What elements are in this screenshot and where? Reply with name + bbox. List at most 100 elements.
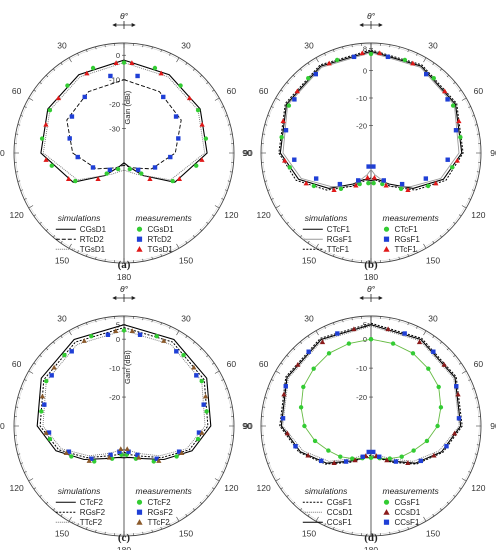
angle-label: 60	[12, 359, 22, 369]
marker-square	[135, 73, 140, 79]
legend-measurements-title: measurements	[136, 213, 193, 223]
panel-label: (c)	[118, 532, 131, 544]
radial-tick-label: -10	[109, 364, 120, 373]
legend-measurements-title: measurements	[383, 213, 440, 223]
marker-circle	[181, 352, 186, 358]
marker-triangle	[416, 339, 423, 345]
angle-tick	[333, 253, 335, 257]
angle-tick	[169, 523, 171, 526]
angle-tick	[300, 235, 303, 238]
marker-square	[105, 332, 111, 337]
polar-chart-a: 30 30 60 60 90 90 120 120 150 150 180 θ° 0 -10 -20 -30G…	[0, 11, 253, 282]
angle-tick	[423, 243, 427, 249]
radial-tick-label: 5	[116, 321, 120, 330]
angle-label: 120	[224, 210, 238, 220]
marker-circle	[425, 183, 431, 189]
marker-square	[366, 164, 371, 169]
marker-square	[444, 444, 449, 449]
angle-tick	[398, 256, 400, 260]
angle-tick	[453, 494, 456, 497]
marker-square	[366, 449, 371, 455]
marker-square	[117, 449, 122, 454]
legend-simulations-title: simulations	[305, 213, 348, 223]
angle-tick	[39, 494, 42, 497]
marker-square	[69, 114, 75, 119]
angle-tick	[286, 221, 289, 224]
marker-circle	[203, 136, 209, 141]
marker-circle	[334, 57, 340, 63]
angle-tick	[293, 228, 296, 231]
radial-tick-label: -20	[356, 393, 367, 402]
angle-tick	[474, 124, 478, 126]
marker-circle	[195, 436, 201, 442]
polar-chart-d: 303060609090120120150150180θ°50-10-20sim…	[242, 284, 496, 550]
marker-triangle	[303, 180, 309, 186]
angle-label: 150	[179, 255, 193, 265]
marker-circle	[204, 409, 209, 414]
marker-square	[423, 176, 429, 181]
angle-tick	[227, 180, 231, 182]
marker-triangle	[186, 95, 193, 101]
angle-tick	[199, 501, 202, 504]
angle-tick	[461, 478, 467, 482]
marker-square	[360, 454, 365, 459]
angle-tick	[206, 221, 209, 224]
angle-tick	[275, 205, 281, 209]
angle-tick	[300, 341, 303, 344]
angle-tick	[267, 388, 271, 390]
marker-circle	[390, 341, 396, 346]
angle-label: 90	[0, 421, 5, 431]
marker-circle	[302, 423, 307, 429]
angle-tick	[307, 62, 310, 66]
marker-triangle	[113, 60, 119, 66]
marker-square	[393, 459, 399, 464]
marker-circle	[47, 436, 53, 442]
marker-circle	[450, 165, 455, 170]
angle-tick	[474, 180, 478, 182]
marker-square	[168, 154, 173, 160]
angle-label: 90	[242, 148, 252, 158]
marker-square	[66, 449, 72, 454]
marker-triangle	[405, 460, 411, 465]
marker-triangle	[319, 339, 326, 345]
legend-entry-label: TTcF2	[148, 518, 171, 527]
marker-circle	[383, 226, 390, 232]
angle-tick	[68, 330, 72, 336]
angle-tick	[86, 49, 88, 53]
angle-label: 150	[55, 255, 69, 265]
angle-tick	[206, 82, 209, 85]
angle-tick	[407, 49, 409, 53]
angle-label: 150	[55, 528, 69, 538]
angle-tick	[46, 228, 49, 231]
marker-circle	[380, 181, 385, 187]
marker-circle	[383, 499, 390, 505]
angle-tick	[275, 97, 281, 101]
marker-circle	[424, 438, 430, 444]
angle-tick	[398, 529, 400, 533]
marker-square	[377, 454, 382, 459]
marker-triangle	[86, 458, 92, 463]
angle-tick	[264, 453, 268, 455]
marker-circle	[62, 352, 67, 358]
marker-circle	[170, 178, 175, 184]
marker-triangle	[106, 454, 112, 460]
marker-triangle	[63, 450, 69, 456]
angle-tick	[151, 529, 153, 533]
angle-tick	[17, 397, 21, 399]
angle-tick	[275, 478, 281, 482]
angle-tick	[227, 124, 231, 126]
series-line	[282, 52, 460, 188]
marker-circle	[357, 181, 362, 187]
angle-tick	[474, 397, 478, 399]
angle-tick	[300, 68, 303, 71]
angle-tick	[458, 214, 462, 217]
angle-tick	[151, 319, 153, 323]
marker-circle	[368, 455, 374, 461]
angle-tick	[453, 82, 456, 85]
angle-tick	[468, 379, 471, 381]
angle-tick	[471, 115, 475, 117]
angle-tick	[185, 240, 188, 244]
angle-tick	[315, 243, 319, 249]
marker-square	[445, 97, 450, 102]
angle-tick	[224, 189, 228, 191]
